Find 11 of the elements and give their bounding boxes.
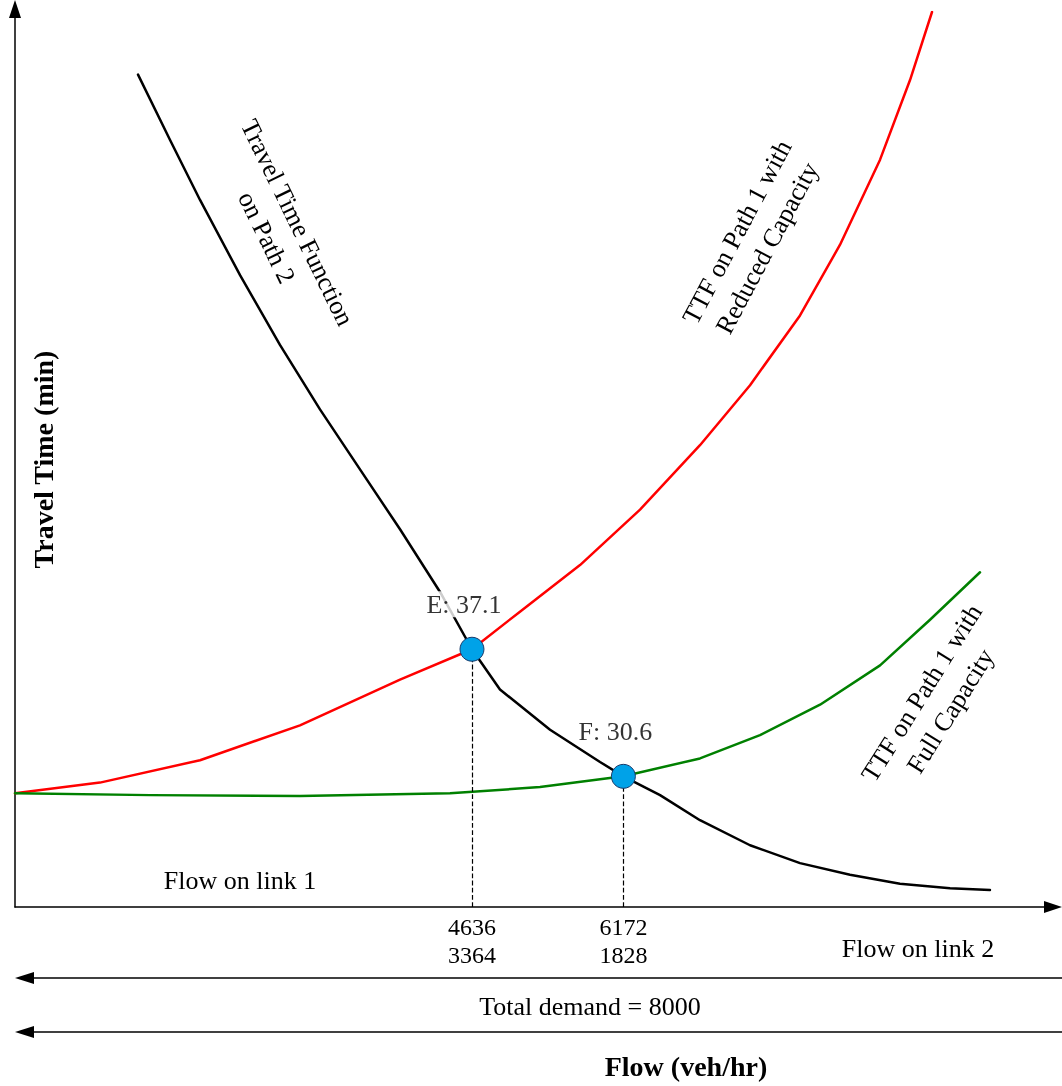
annotation: F: 30.6 [578,716,653,746]
x2-tick-label: 1828 [599,942,648,968]
x2-axis-title: Flow on link 2 [841,933,995,963]
annotation: Flow on link 1 [163,865,317,895]
y-axis-title: Travel Time (min) [27,350,59,569]
annotation: E: 37.1 [426,589,502,619]
x-axis-title: Flow (veh/hr) [604,1050,768,1082]
text: Total demand = 8000 [479,991,701,1021]
x-tick-label: 4636 [447,914,496,940]
x-tick-label: 6172 [599,914,648,940]
x2-tick-label: 3364 [447,942,496,968]
